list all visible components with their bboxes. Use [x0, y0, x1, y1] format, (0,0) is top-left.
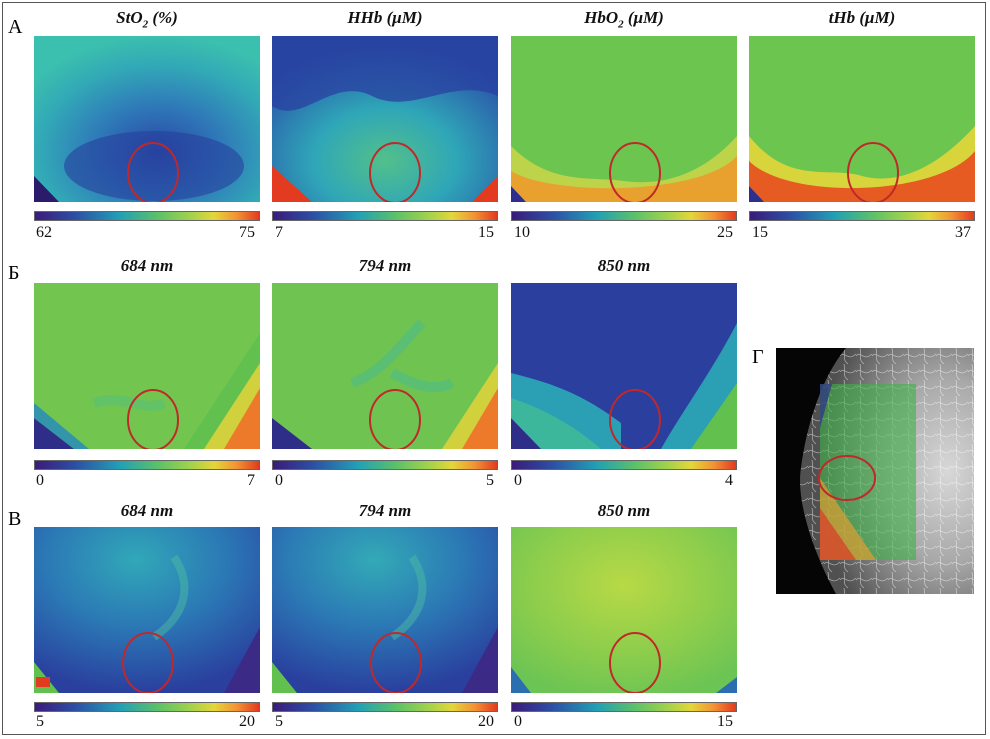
map-c3-850nm [511, 527, 737, 693]
colorbar-c3-max: 15 [717, 713, 733, 730]
roi-circle [609, 142, 661, 202]
map-b1-684nm [34, 283, 260, 449]
map-a1-sto2 [34, 36, 260, 202]
colorbar-c1 [34, 702, 260, 712]
colorbar-c1-min: 5 [36, 713, 44, 730]
panel-c3-title: 850 nm [597, 501, 651, 520]
roi-circle [609, 632, 661, 693]
roi-circle [127, 389, 179, 449]
colorbar-c1-max: 20 [239, 713, 255, 730]
map-a3-hbo2 [511, 36, 737, 202]
colorbar-b1 [34, 460, 260, 470]
panel-b2-title: 794 nm [358, 256, 412, 275]
colorbar-c3-min: 0 [514, 713, 522, 730]
colorbar-b1-max: 7 [247, 472, 255, 489]
roi-circle [369, 142, 421, 202]
colorbar-b3-max: 4 [725, 472, 733, 489]
panel-b3-title: 850 nm [597, 256, 651, 275]
panel-c1-title: 684 nm [120, 501, 174, 520]
mammogram-overlay-image [776, 348, 974, 594]
panel-a1-title: StO2 (%) [116, 8, 178, 31]
colorbar-c2-max: 20 [478, 713, 494, 730]
map-b2-794nm [272, 283, 498, 449]
colorbar-a2-min: 7 [275, 224, 283, 241]
roi-circle [818, 455, 876, 501]
colorbar-b2 [272, 460, 498, 470]
colorbar-a4 [749, 211, 975, 221]
colorbar-a2 [272, 211, 498, 221]
colorbar-b3 [511, 460, 737, 470]
map-b3-850nm [511, 283, 737, 449]
colorbar-c2-min: 5 [275, 713, 283, 730]
roi-circle [127, 142, 179, 202]
colorbar-c3 [511, 702, 737, 712]
colorbar-b3-min: 0 [514, 472, 522, 489]
roi-circle [122, 632, 174, 693]
colorbar-b2-min: 0 [275, 472, 283, 489]
map-c1-684nm [34, 527, 260, 693]
map-a4-thb [749, 36, 975, 202]
panel-c2-title: 794 nm [358, 501, 412, 520]
panel-a2-title: HHb (μM) [347, 8, 423, 27]
panel-a4-title: tHb (μM) [828, 8, 896, 27]
colorbar-a4-max: 37 [955, 224, 971, 241]
colorbar-a1-min: 62 [36, 224, 52, 241]
colorbar-a1 [34, 211, 260, 221]
panel-a3-title: HbO2 (μM) [584, 8, 664, 31]
colorbar-a4-min: 15 [752, 224, 768, 241]
roi-circle [847, 142, 899, 202]
colorbar-a3-max: 25 [717, 224, 733, 241]
row-label-b: Б [8, 262, 20, 284]
row-label-d: Г [752, 346, 764, 368]
colorbar-a3-min: 10 [514, 224, 530, 241]
colorbar-b1-min: 0 [36, 472, 44, 489]
colorbar-b2-max: 5 [486, 472, 494, 489]
roi-circle [609, 389, 661, 449]
colorbar-a3 [511, 211, 737, 221]
colorbar-c2 [272, 702, 498, 712]
panel-b1-title: 684 nm [120, 256, 174, 275]
roi-circle [370, 632, 422, 693]
colorbar-a2-max: 15 [478, 224, 494, 241]
row-label-c: В [8, 508, 22, 530]
map-c2-794nm [272, 527, 498, 693]
colorbar-a1-max: 75 [239, 224, 255, 241]
row-label-a: А [8, 16, 23, 38]
roi-circle [369, 389, 421, 449]
map-a2-hhb [272, 36, 498, 202]
